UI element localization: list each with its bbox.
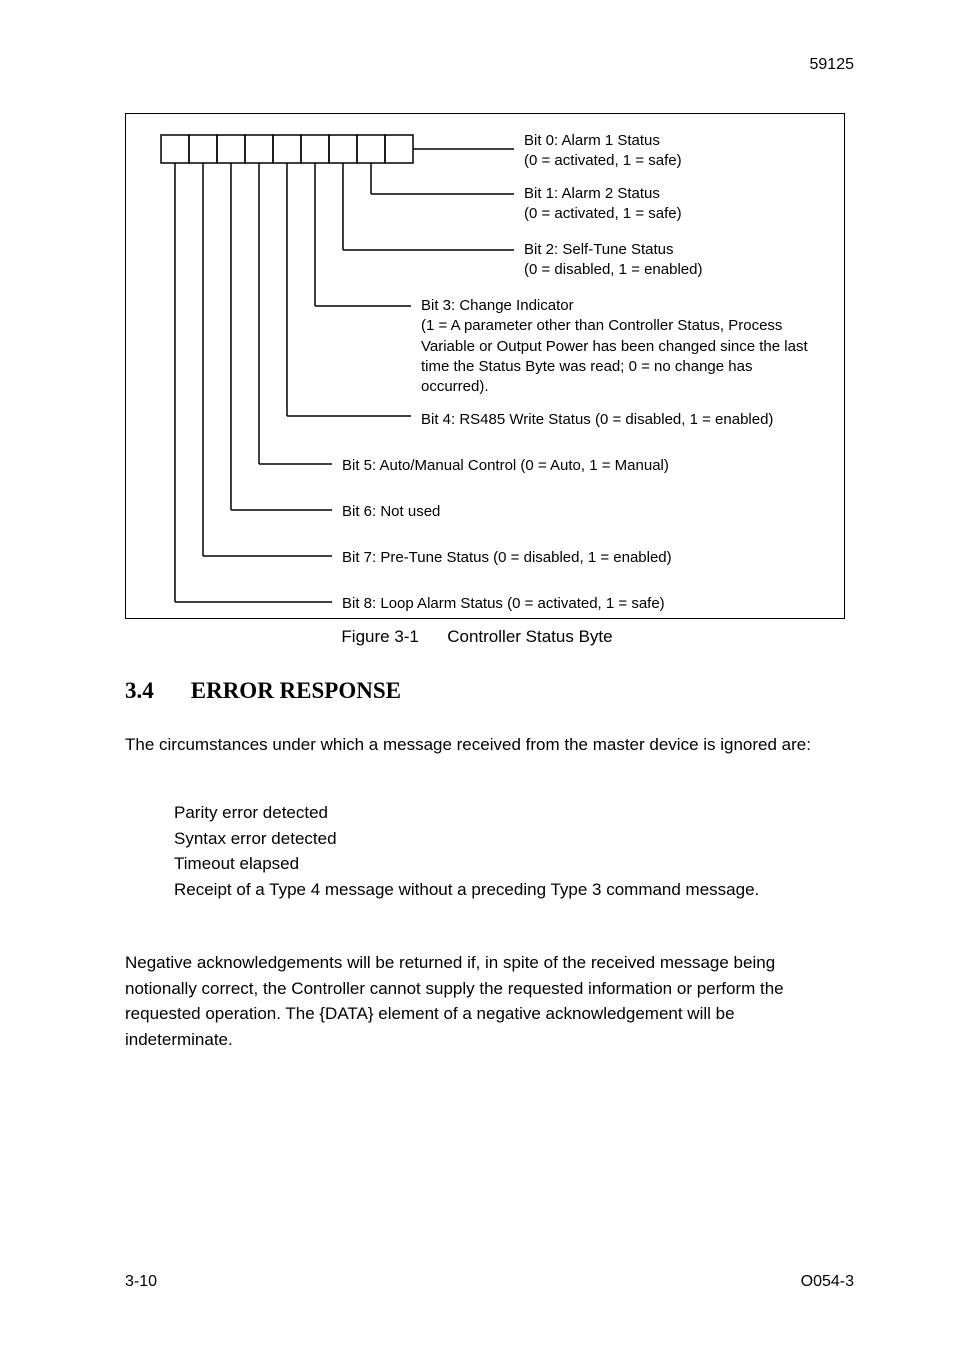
bit-label-main: Bit 2: Self-Tune Status — [524, 240, 944, 260]
status-byte-diagram: Bit 0: Alarm 1 Status(0 = activated, 1 =… — [125, 113, 845, 619]
figure-label: Figure 3-1 — [341, 627, 418, 646]
bit-label-main: Bit 4: RS485 Write Status (0 = disabled,… — [421, 410, 841, 430]
figure-caption: Figure 3-1 Controller Status Byte — [0, 627, 954, 647]
bit-label: Bit 5: Auto/Manual Control (0 = Auto, 1 … — [342, 456, 762, 476]
bit-box — [217, 135, 245, 163]
bit-label: Bit 4: RS485 Write Status (0 = disabled,… — [421, 410, 841, 430]
paragraph-2: Negative acknowledgements will be return… — [125, 950, 845, 1052]
bit-box — [189, 135, 217, 163]
bit-label-main: Bit 6: Not used — [342, 502, 762, 522]
bit-label-sub: (1 = A parameter other than Controller S… — [421, 316, 821, 397]
list-item: Timeout elapsed — [174, 851, 814, 877]
bit-label: Bit 8: Loop Alarm Status (0 = activated,… — [342, 594, 762, 614]
paragraph-1: The circumstances under which a message … — [125, 732, 845, 758]
bit-box — [385, 135, 413, 163]
figure-title: Controller Status Byte — [447, 627, 612, 646]
bit-label-main: Bit 0: Alarm 1 Status — [524, 131, 944, 151]
footer-doc-code: O054-3 — [801, 1273, 854, 1291]
list-item: Syntax error detected — [174, 826, 814, 852]
bit-label-sub: (0 = activated, 1 = safe) — [524, 151, 944, 171]
section-title: ERROR RESPONSE — [191, 678, 401, 703]
bit-label: Bit 3: Change Indicator(1 = A parameter … — [421, 296, 821, 397]
bit-label-main: Bit 3: Change Indicator — [421, 296, 821, 316]
bit-label: Bit 1: Alarm 2 Status(0 = activated, 1 =… — [524, 184, 944, 225]
section-number: 3.4 — [125, 678, 185, 704]
bit-box — [273, 135, 301, 163]
bit-box — [329, 135, 357, 163]
bit-box — [161, 135, 189, 163]
list-item: Receipt of a Type 4 message without a pr… — [174, 877, 814, 903]
footer-page-number: 3-10 — [125, 1273, 157, 1291]
bit-label-main: Bit 1: Alarm 2 Status — [524, 184, 944, 204]
bit-label-main: Bit 5: Auto/Manual Control (0 = Auto, 1 … — [342, 456, 762, 476]
bit-label: Bit 7: Pre-Tune Status (0 = disabled, 1 … — [342, 548, 762, 568]
bit-label: Bit 6: Not used — [342, 502, 762, 522]
bit-label-main: Bit 7: Pre-Tune Status (0 = disabled, 1 … — [342, 548, 762, 568]
list-item: Parity error detected — [174, 800, 814, 826]
section-heading: 3.4 ERROR RESPONSE — [125, 678, 401, 704]
page-doc-number: 59125 — [810, 56, 855, 74]
bit-label: Bit 2: Self-Tune Status(0 = disabled, 1 … — [524, 240, 944, 281]
bit-label-sub: (0 = disabled, 1 = enabled) — [524, 260, 944, 280]
bit-box — [301, 135, 329, 163]
bit-box — [357, 135, 385, 163]
bit-label-main: Bit 8: Loop Alarm Status (0 = activated,… — [342, 594, 762, 614]
bit-label-sub: (0 = activated, 1 = safe) — [524, 204, 944, 224]
bit-box — [245, 135, 273, 163]
bit-label: Bit 0: Alarm 1 Status(0 = activated, 1 =… — [524, 131, 944, 172]
error-list: Parity error detected Syntax error detec… — [174, 800, 814, 902]
